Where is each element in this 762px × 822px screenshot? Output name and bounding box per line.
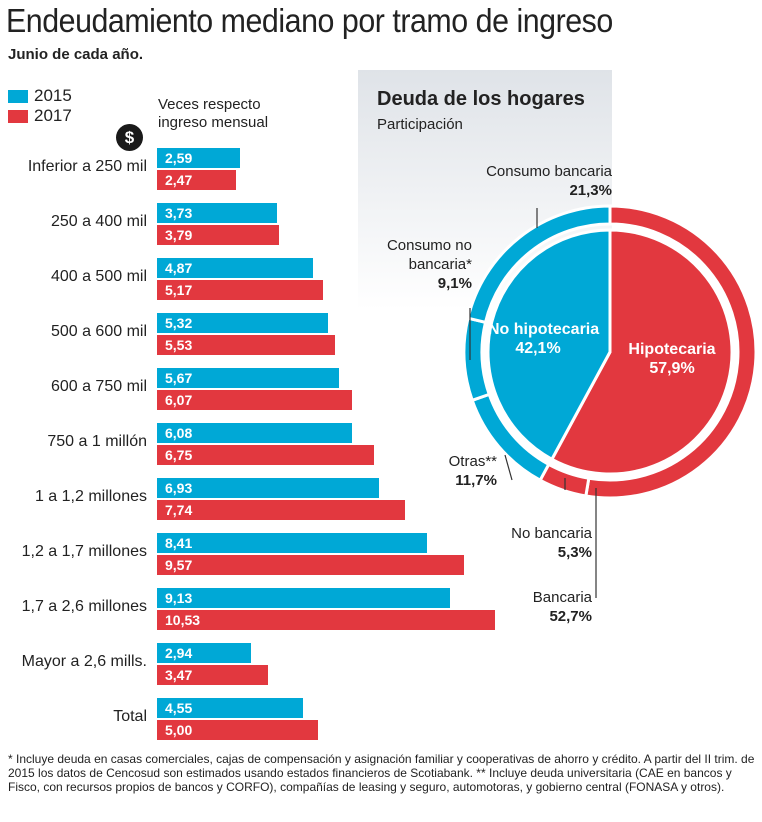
bar-2017: 10,53 [157,610,495,630]
bar-2015: 5,32 [157,313,328,333]
label-no-hipotecaria: No hipotecaria 42,1% [488,321,600,357]
bar-2017: 5,17 [157,280,323,300]
bar-2017: 5,00 [157,720,318,740]
bar-2017: 6,75 [157,445,374,465]
bar-2015: 4,55 [157,698,304,718]
legend-label: 2015 [34,86,72,105]
legend-2015: 2015 [8,86,72,106]
category-label: 400 a 500 mil [50,268,147,285]
category-label: 500 a 600 mil [50,323,147,340]
legend-swatch [8,109,28,123]
category-label: Mayor a 2,6 mills. [21,653,147,670]
pie-title: Deuda de los hogares [377,88,585,110]
category-label: Total [113,708,147,725]
legend-2017: 2017 [8,106,72,126]
bar-2015: 2,59 [157,148,241,168]
category-label: 1 a 1,2 millones [34,488,147,505]
legend-swatch [8,89,28,103]
category-label: 1,7 a 2,6 millones [21,598,147,615]
leader-line [504,454,513,481]
page-title: Endeudamiento mediano por tramo de ingre… [6,2,613,39]
bar-2015: 5,67 [157,368,339,388]
bar-2015: 6,93 [157,478,380,498]
category-label: 1,2 a 1,7 millones [21,543,147,560]
bar-2017: 9,57 [157,555,465,575]
label-otras: Otras** 11,7% [448,453,497,489]
label-no-bancaria: No bancaria 5,3% [511,525,592,561]
bar-2015: 9,13 [157,588,451,608]
inner-slice [549,228,734,476]
outer-slice [462,316,492,403]
footnote: * Incluye deuda en casas comerciales, ca… [8,752,755,794]
outer-slice [466,204,612,325]
bar-2015: 3,73 [157,203,277,223]
bar-2015: 2,94 [157,643,252,663]
bar-2017: 3,79 [157,225,279,245]
subtitle: Junio de cada año. [8,46,144,63]
bar-2017: 5,53 [157,335,335,355]
label-consumo-bancaria: Consumo bancaria 21,3% [486,163,612,199]
bar-2015: 6,08 [157,423,353,443]
category-label: Inferior a 250 mil [27,158,147,175]
category-label: 250 a 400 mil [50,213,147,230]
pie-subtitle: Participación [377,116,463,133]
bar-2017: 7,74 [157,500,406,520]
label-bancaria: Bancaria 52,7% [532,589,592,625]
category-label: 750 a 1 millón [47,433,147,450]
unit-label: Veces respecto ingreso mensual [158,96,269,131]
dollar-icon: $ [116,124,143,151]
bar-2015: 8,41 [157,533,427,553]
inner-slice [486,228,612,462]
bar-2015: 4,87 [157,258,314,278]
bar-2017: 3,47 [157,665,269,685]
bar-2017: 6,07 [157,390,352,410]
label-hipotecaria: Hipotecaria 57,9% [628,341,716,377]
legend-label: 2017 [34,106,72,125]
bar-2017: 2,47 [157,170,237,190]
label-consumo-no-bancaria: Consumo no bancaria* 9,1% [386,237,472,292]
category-label: 600 a 750 mil [50,378,147,395]
